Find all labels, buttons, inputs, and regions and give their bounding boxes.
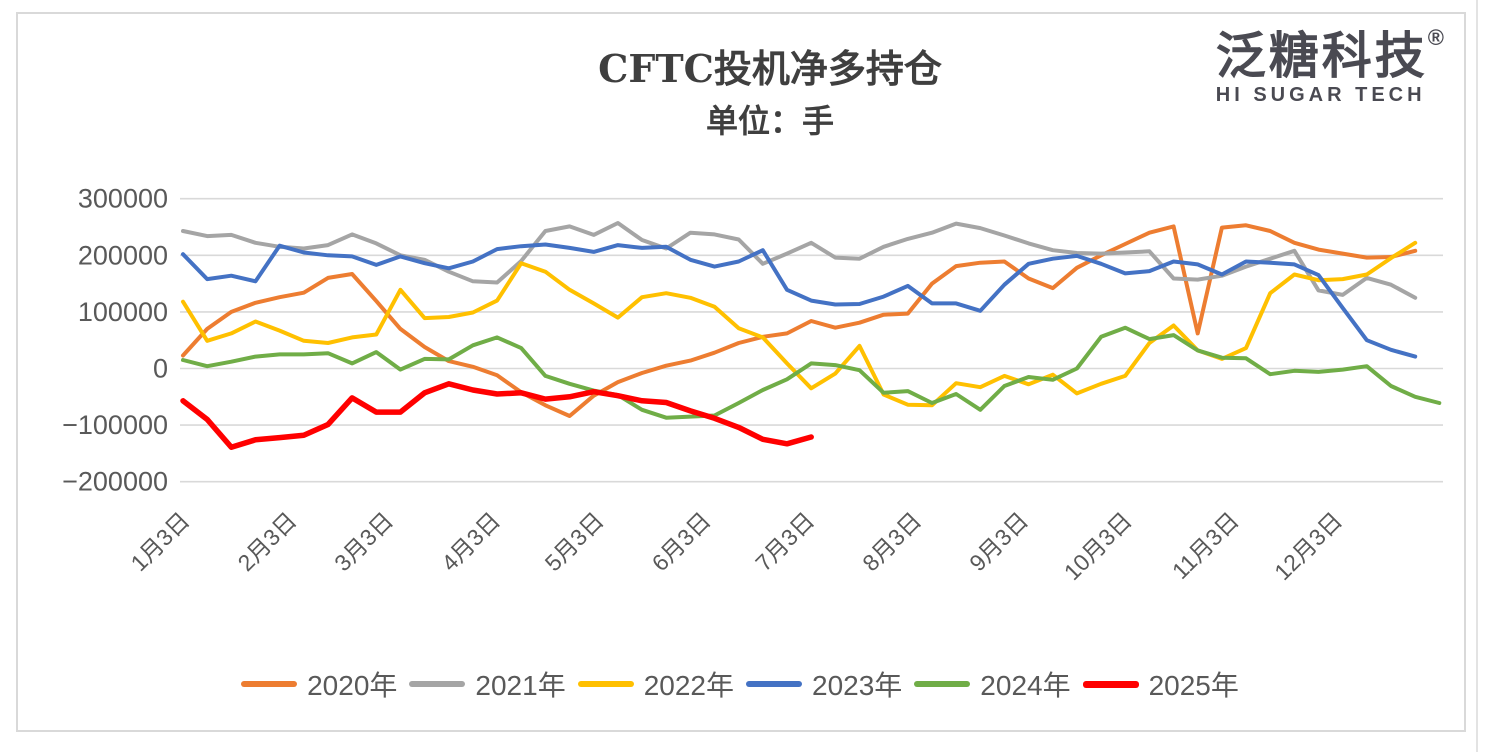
x-axis-tick-label: 3月3日 xyxy=(329,507,398,576)
y-axis-tick-label: 100000 xyxy=(78,297,168,327)
series-line-2021 xyxy=(181,221,1418,300)
y-axis-tick-label: 300000 xyxy=(78,184,168,214)
registered-trademark-icon: ® xyxy=(1427,25,1444,50)
legend-swatch-2022 xyxy=(577,681,634,687)
y-axis-tick-label: −200000 xyxy=(62,467,168,497)
legend-swatch-2025 xyxy=(1082,680,1139,688)
x-axis-tick-label: 6月3日 xyxy=(647,507,716,576)
series-line-2020 xyxy=(181,223,1418,418)
x-axis-tick-label: 1月3日 xyxy=(126,507,195,576)
legend-item-2020: 2020年 xyxy=(241,664,407,704)
x-axis-tick-label: 11月3日 xyxy=(1167,507,1244,584)
y-axis-tick-label: −100000 xyxy=(62,410,168,440)
x-axis-tick-label: 9月3日 xyxy=(964,507,1033,576)
legend-item-2023: 2023年 xyxy=(746,664,912,704)
y-axis-tick-label: 0 xyxy=(153,354,168,384)
legend-swatch-2024 xyxy=(914,681,971,687)
y-axis-tick-label: 200000 xyxy=(78,240,168,270)
x-axis-tick-label: 2月3日 xyxy=(233,507,302,576)
x-axis-tick-label: 10月3日 xyxy=(1059,507,1137,585)
legend-item-2024: 2024年 xyxy=(914,664,1080,704)
legend-swatch-2023 xyxy=(746,681,802,687)
legend-label: 2024年 xyxy=(980,670,1071,701)
chart-subtitle: 单位：手 xyxy=(705,102,835,140)
series-line-2023 xyxy=(181,242,1418,359)
legend: 2020年 2021年 2022年 2023年 2024年 2025年 xyxy=(0,664,1490,704)
x-axis-tick-label: 12月3日 xyxy=(1269,507,1347,585)
chart-border xyxy=(16,12,1466,732)
hi-sugar-tech-logo: 泛糖科技® HI SUGAR TECH xyxy=(1215,25,1444,107)
series-line-2022 xyxy=(181,240,1418,408)
legend-label: 2021年 xyxy=(475,670,566,701)
x-axis-tick-label: 7月3日 xyxy=(750,507,819,576)
x-axis-tick-label: 4月3日 xyxy=(436,507,505,576)
legend-label: 2023年 xyxy=(812,670,903,701)
legend-swatch-2021 xyxy=(409,681,466,687)
legend-label: 2022年 xyxy=(643,670,734,701)
legend-item-2022: 2022年 xyxy=(577,664,744,704)
series-line-2024 xyxy=(181,325,1442,420)
legend-label: 2020年 xyxy=(307,670,398,701)
logo-text-en: HI SUGAR TECH xyxy=(1215,84,1426,106)
chart-title: CFTC投机净多持仓 xyxy=(598,46,942,91)
x-axis-tick-label: 8月3日 xyxy=(857,507,926,576)
x-axis-tick-label: 5月3日 xyxy=(540,507,609,576)
legend-label: 2025年 xyxy=(1148,670,1239,701)
page-edge-line xyxy=(1476,0,1478,752)
legend-item-2021: 2021年 xyxy=(409,664,575,704)
legend-item-2025: 2025年 xyxy=(1082,664,1249,704)
logo-text-cn: 泛糖科技 xyxy=(1215,28,1428,84)
series-line-2025 xyxy=(180,381,814,450)
legend-swatch-2020 xyxy=(241,681,298,687)
